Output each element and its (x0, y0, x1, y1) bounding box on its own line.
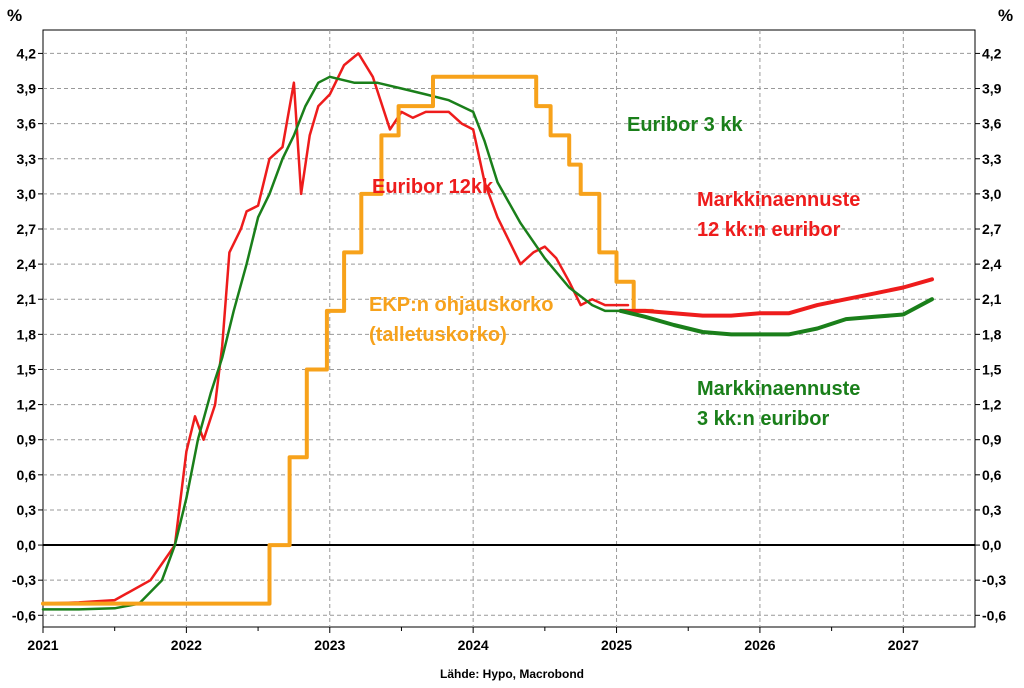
annotation-forecast-12kk: Markkinaennuste 12 kk:n euribor (697, 185, 860, 245)
y-tick-label-left: 2,7 (17, 221, 37, 237)
y-tick-label-left: 0,3 (17, 502, 37, 518)
y-tick-label-left: -0,3 (12, 572, 36, 588)
x-tick-label: 2021 (27, 637, 58, 653)
annotation-forecast-12kk-line1: Markkinaennuste (697, 189, 861, 211)
series-euribor-12kk (41, 52, 630, 605)
annotation-forecast-3kk-line1: Markkinaennuste (697, 378, 861, 400)
x-tick-label: 2022 (171, 637, 202, 653)
y-tick-label-left: 0,6 (17, 467, 37, 483)
annotation-ekp-title: EKP:n ohjauskorko (talletuskorko) (369, 290, 553, 350)
annotation-forecast-3kk: Markkinaennuste 3 kk:n euribor (697, 374, 860, 434)
y-tick-label-right: 2,4 (982, 256, 1002, 272)
y-tick-label-right: 3,3 (982, 151, 1002, 167)
y-tick-label-left: 2,1 (17, 291, 37, 307)
annotation-forecast-3kk-line2: 3 kk:n euribor (697, 408, 830, 430)
y-tick-label-left: 3,3 (17, 151, 37, 167)
x-tick-label: 2024 (458, 637, 489, 653)
x-tick-label: 2026 (744, 637, 775, 653)
y-tick-label-right: 1,8 (982, 326, 1002, 342)
y-tick-label-right: 0,3 (982, 502, 1002, 518)
y-tick-label-right: 2,1 (982, 291, 1002, 307)
y-tick-label-right: 3,0 (982, 186, 1002, 202)
source-note: Lähde: Hypo, Macrobond (440, 667, 584, 681)
y-tick-label-right: 3,9 (982, 81, 1002, 97)
y-tick-label-right: 2,7 (982, 221, 1002, 237)
y-tick-label-left: 0,0 (17, 537, 37, 553)
y-tick-label-left: 1,2 (17, 397, 37, 413)
y-tick-label-right: -0,3 (982, 572, 1006, 588)
series-forecast-3kk (618, 297, 934, 337)
annotation-euribor-12kk: Euribor 12kk (372, 176, 494, 198)
annotation-forecast-12kk-line2: 12 kk:n euribor (697, 219, 841, 241)
annotation-euribor-3kk: Euribor 3 kk (627, 114, 743, 136)
series-ekp-deposit-rate (41, 74, 655, 606)
y-tick-label-right: 0,0 (982, 537, 1002, 553)
y-tick-label-left: 3,0 (17, 186, 37, 202)
y-tick-label-left: 3,9 (17, 81, 37, 97)
y-tick-label-left: 2,4 (17, 256, 37, 272)
y-tick-label-right: 1,2 (982, 397, 1002, 413)
y-tick-label-left: -0,6 (12, 607, 36, 623)
annotation-ekp-line1: EKP:n ohjauskorko (369, 294, 554, 316)
y-tick-label-left: 1,8 (17, 326, 37, 342)
y-tick-label-left: 0,9 (17, 432, 37, 448)
series-euribor-3kk (41, 75, 623, 611)
left-unit-label: % (7, 6, 23, 25)
y-tick-label-right: 4,2 (982, 45, 1002, 61)
y-tick-label-right: 0,9 (982, 432, 1002, 448)
y-tick-label-right: 3,6 (982, 116, 1002, 132)
series-forecast-12kk (618, 277, 934, 318)
y-tick-label-left: 4,2 (17, 45, 37, 61)
y-tick-label-right: -0,6 (982, 607, 1006, 623)
x-tick-label: 2023 (314, 637, 345, 653)
right-unit-label: % (998, 6, 1014, 25)
y-tick-label-right: 0,6 (982, 467, 1002, 483)
x-tick-label: 2025 (601, 637, 632, 653)
y-tick-label-right: 1,5 (982, 361, 1002, 377)
annotation-ekp-line2: (talletuskorko) (369, 324, 507, 346)
y-tick-label-left: 3,6 (17, 116, 37, 132)
y-tick-label-left: 1,5 (17, 361, 37, 377)
x-tick-label: 2027 (888, 637, 919, 653)
